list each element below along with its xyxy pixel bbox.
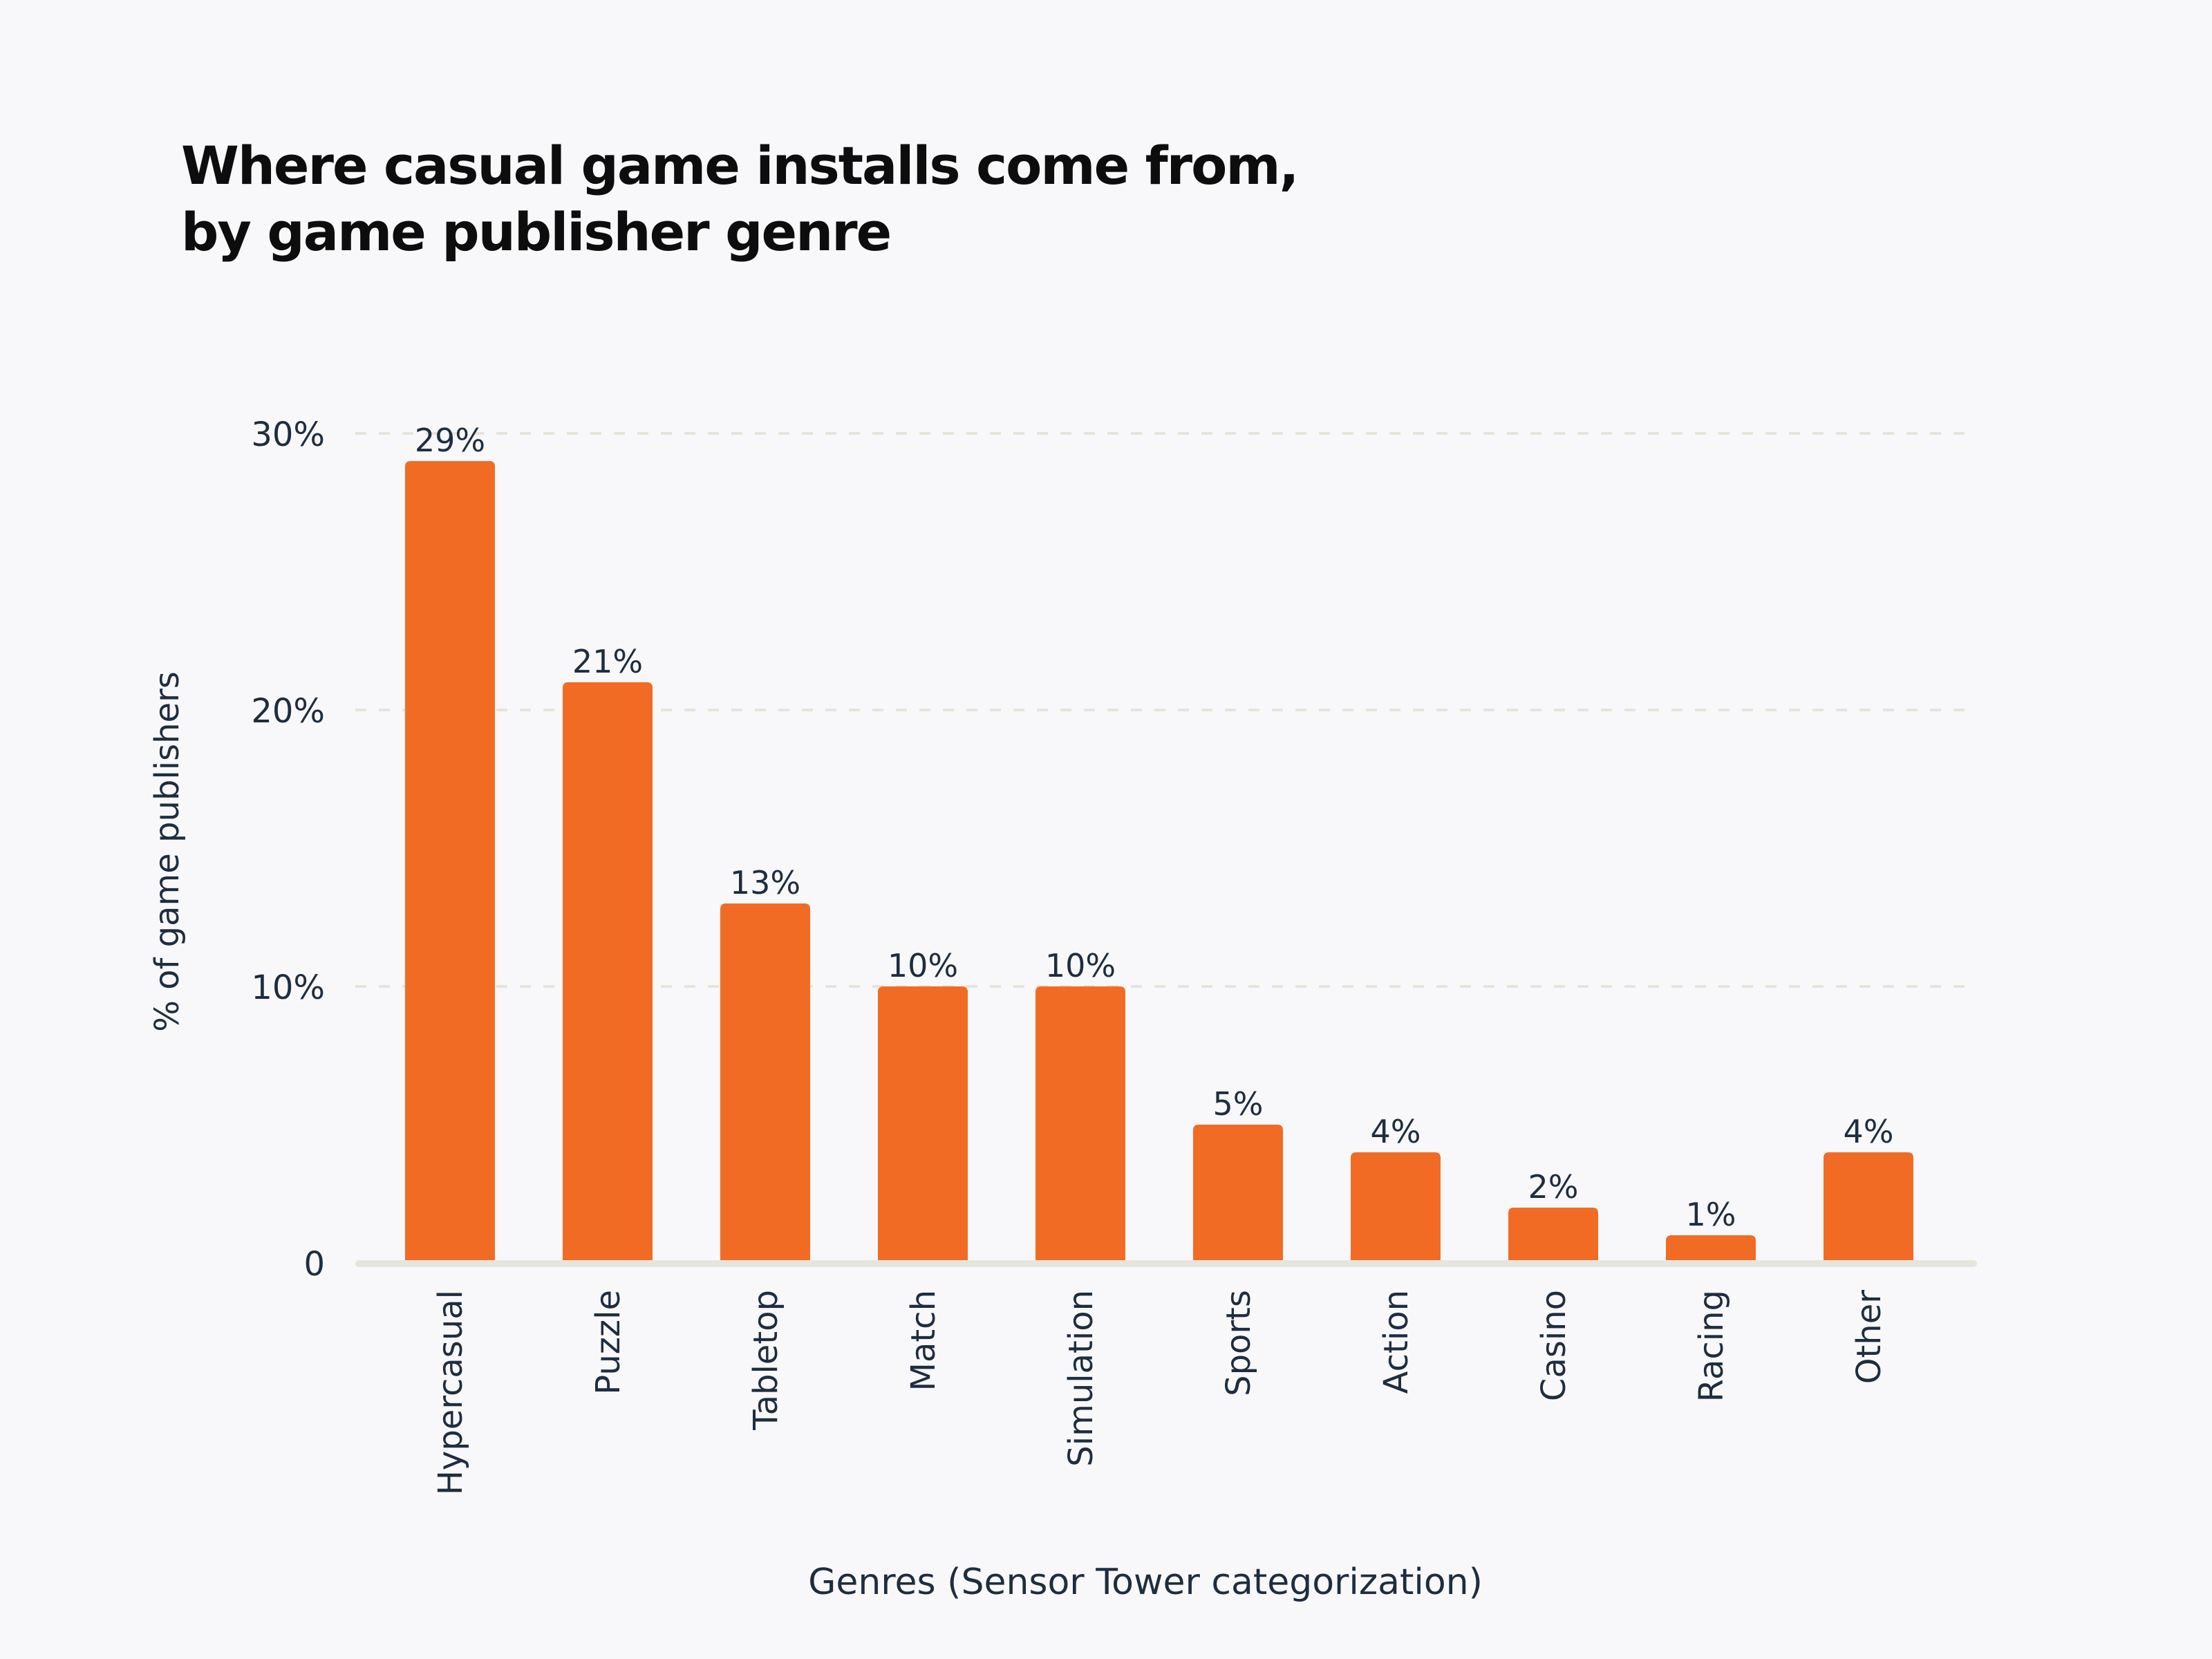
data-label: 2%	[1528, 1168, 1579, 1206]
bar-match	[878, 986, 968, 1263]
bar-action	[1351, 1152, 1441, 1263]
x-axis-title: Genres (Sensor Tower categorization)	[808, 1562, 1483, 1603]
chart-title: Where casual game installs come from, by…	[181, 133, 1299, 265]
bar-puzzle	[563, 682, 653, 1263]
bars	[405, 461, 1913, 1263]
x-tick-label: Racing	[1692, 1290, 1731, 1402]
chart-title-line-2: by game publisher genre	[181, 201, 892, 263]
y-tick-label: 30%	[251, 415, 325, 454]
x-tick-label: Match	[904, 1290, 943, 1391]
y-tick-label: 20%	[251, 692, 325, 731]
gridlines	[355, 432, 1976, 988]
x-tick-label: Other	[1850, 1290, 1888, 1385]
x-tick-label: Tabletop	[747, 1290, 785, 1431]
data-label: 21%	[572, 643, 643, 680]
data-label: 4%	[1844, 1113, 1894, 1150]
x-tick-labels: Hypercasual Puzzle Tabletop Match Simulation…	[431, 1290, 1888, 1495]
x-tick-label: Sports	[1219, 1290, 1258, 1396]
data-labels: 29% 21% 13% 10% 10% 5% 4% 2% 1% 4%	[415, 422, 1894, 1233]
x-tick-label: Simulation	[1062, 1290, 1100, 1467]
x-tick-label: Casino	[1535, 1290, 1573, 1401]
data-label: 1%	[1686, 1196, 1736, 1233]
y-axis-title: % of game publishers	[148, 671, 187, 1032]
data-label: 10%	[1045, 947, 1116, 984]
bar-sports	[1193, 1125, 1283, 1263]
x-tick-label: Hypercasual	[431, 1290, 470, 1495]
chart-title-line-1: Where casual game installs come from,	[181, 135, 1299, 196]
bar-racing	[1666, 1235, 1756, 1263]
data-label: 10%	[888, 947, 958, 984]
x-tick-label: Puzzle	[589, 1290, 628, 1395]
bar-casino	[1508, 1208, 1598, 1263]
x-axis-baseline	[355, 1260, 1977, 1267]
x-tick-label: Action	[1377, 1290, 1416, 1394]
data-label: 13%	[730, 864, 800, 901]
y-tick-label: 10%	[251, 968, 325, 1007]
data-label: 4%	[1371, 1113, 1421, 1150]
bar-tabletop	[720, 903, 810, 1263]
data-label: 29%	[415, 422, 485, 459]
bar-other	[1824, 1152, 1913, 1263]
data-label: 5%	[1213, 1085, 1264, 1123]
bar-simulation	[1035, 986, 1125, 1263]
y-tick-label: 0	[303, 1245, 325, 1284]
y-tick-labels: 0 10% 20% 30%	[251, 415, 325, 1284]
bar-hypercasual	[405, 461, 495, 1263]
